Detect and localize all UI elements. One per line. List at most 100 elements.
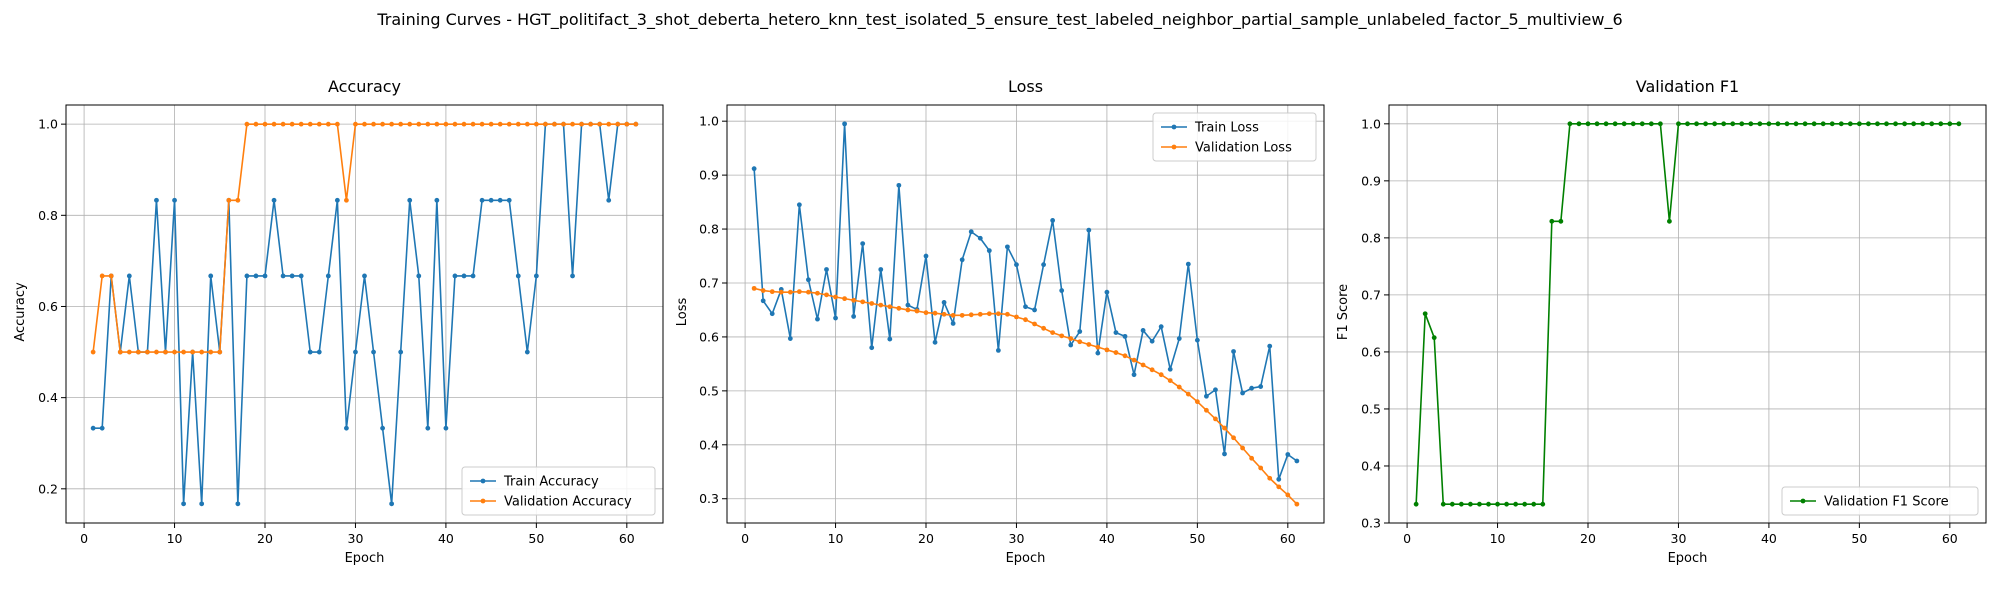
loss-data-point <box>1194 337 1200 343</box>
loss-data-point <box>1149 338 1155 344</box>
accuracy-legend-label: Train Accuracy <box>503 475 599 490</box>
f1-data-point <box>1766 121 1772 127</box>
loss-data-point <box>1204 407 1209 413</box>
accuracy-data-point <box>298 273 304 279</box>
loss-x-tick-label: 30 <box>1009 531 1025 546</box>
f1-data-point <box>1486 501 1491 507</box>
loss-data-point <box>1267 475 1273 481</box>
accuracy-data-point <box>325 121 331 127</box>
accuracy-data-point <box>407 197 413 203</box>
f1-legend-label: Validation F1 Score <box>1824 495 1949 510</box>
f1-data-point <box>1458 501 1464 507</box>
f1-y-tick-label: 0.5 <box>1361 401 1381 416</box>
loss-data-point <box>1122 333 1128 339</box>
accuracy-axes-frame <box>65 104 664 524</box>
accuracy-data-point <box>353 349 358 355</box>
loss-data-point <box>1194 399 1200 405</box>
f1-data-point <box>1648 121 1654 127</box>
loss-x-tick-label: 50 <box>1189 531 1205 546</box>
accuracy-data-point <box>208 273 214 279</box>
accuracy-legend-marker <box>480 498 486 504</box>
loss-data-point <box>878 302 884 308</box>
accuracy-data-point <box>99 425 105 431</box>
loss-series-0 <box>751 121 1300 482</box>
loss-data-point <box>1176 336 1182 341</box>
f1-data-point <box>1540 501 1546 507</box>
f1-data-point <box>1513 501 1519 507</box>
loss-data-point <box>968 229 974 235</box>
loss-data-point <box>842 296 847 302</box>
f1-y-tick-label: 0.9 <box>1361 173 1381 188</box>
loss-data-point <box>1122 353 1128 359</box>
loss-data-point <box>833 294 838 300</box>
f1-data-point <box>1522 501 1528 507</box>
accuracy-xlabel: Epoch <box>345 551 385 566</box>
f1-x-tick-label: 0 <box>1403 531 1411 546</box>
accuracy-data-point <box>416 121 422 127</box>
accuracy-data-point <box>416 273 422 279</box>
f1-data-point <box>1413 501 1419 507</box>
f1-data-point <box>1829 121 1835 127</box>
f1-title: Validation F1 <box>1636 77 1739 96</box>
loss-data-point <box>1095 350 1101 356</box>
loss-data-point <box>1014 262 1019 268</box>
accuracy-data-point <box>452 273 458 279</box>
accuracy-data-point <box>253 121 259 127</box>
f1-data-point <box>1712 121 1718 127</box>
accuracy-data-point <box>570 273 575 279</box>
f1-y-tick-label: 0.8 <box>1361 230 1381 245</box>
f1-data-point <box>1422 311 1428 317</box>
loss-data-point <box>869 301 875 306</box>
loss-y-tick-label: 0.6 <box>699 329 719 344</box>
loss-data-point <box>1113 330 1119 336</box>
accuracy-data-point <box>506 121 512 127</box>
loss-data-point <box>986 311 992 317</box>
accuracy-data-point <box>479 197 485 203</box>
accuracy-data-point <box>172 197 177 203</box>
accuracy-data-point <box>398 121 404 127</box>
accuracy-data-point <box>181 501 186 507</box>
f1-x-tick-label: 20 <box>1580 531 1596 546</box>
f1-data-point <box>1884 121 1889 127</box>
accuracy-data-point <box>244 273 250 279</box>
loss-data-point <box>1222 451 1227 457</box>
f1-data-point <box>1793 121 1799 127</box>
accuracy-data-point <box>362 121 367 127</box>
f1-data-point <box>1875 121 1880 127</box>
accuracy-legend: Train Accuracy Validation Accuracy <box>461 466 656 516</box>
accuracy-data-point <box>208 349 214 355</box>
loss-data-point <box>1240 390 1245 396</box>
accuracy-data-point <box>389 121 395 127</box>
accuracy-data-point <box>307 349 313 355</box>
loss-data-point <box>1140 328 1146 333</box>
accuracy-data-point <box>244 121 250 127</box>
f1-data-point <box>1703 121 1708 127</box>
accuracy-y-tick-label: 0.2 <box>38 481 58 496</box>
loss-data-point <box>751 285 757 291</box>
f1-data-point <box>1866 121 1871 127</box>
loss-data-point <box>977 311 983 317</box>
f1-data-point <box>1685 121 1690 127</box>
accuracy-data-point <box>479 121 485 127</box>
f1-data-point <box>1558 218 1564 224</box>
accuracy-data-point <box>190 349 196 355</box>
f1-xlabel: Epoch <box>1668 551 1708 566</box>
f1-data-point <box>1657 121 1663 127</box>
accuracy-series-1 <box>90 121 639 355</box>
accuracy-data-point <box>497 197 503 203</box>
accuracy-data-point <box>488 121 494 127</box>
loss-series-1 <box>751 285 1300 507</box>
loss-data-point <box>1258 384 1264 389</box>
accuracy-data-point <box>325 273 331 279</box>
loss-data-point <box>796 202 802 208</box>
f1-legend-marker <box>1800 498 1806 504</box>
accuracy-data-point <box>524 349 530 355</box>
f1-data-point <box>1893 121 1898 127</box>
f1-data-point <box>1802 121 1808 127</box>
loss-data-point <box>1267 343 1273 349</box>
loss-data-point <box>760 298 766 304</box>
figure-title: Training Curves - HGT_politifact_3_shot_… <box>376 10 1622 30</box>
loss-data-point <box>787 336 793 341</box>
